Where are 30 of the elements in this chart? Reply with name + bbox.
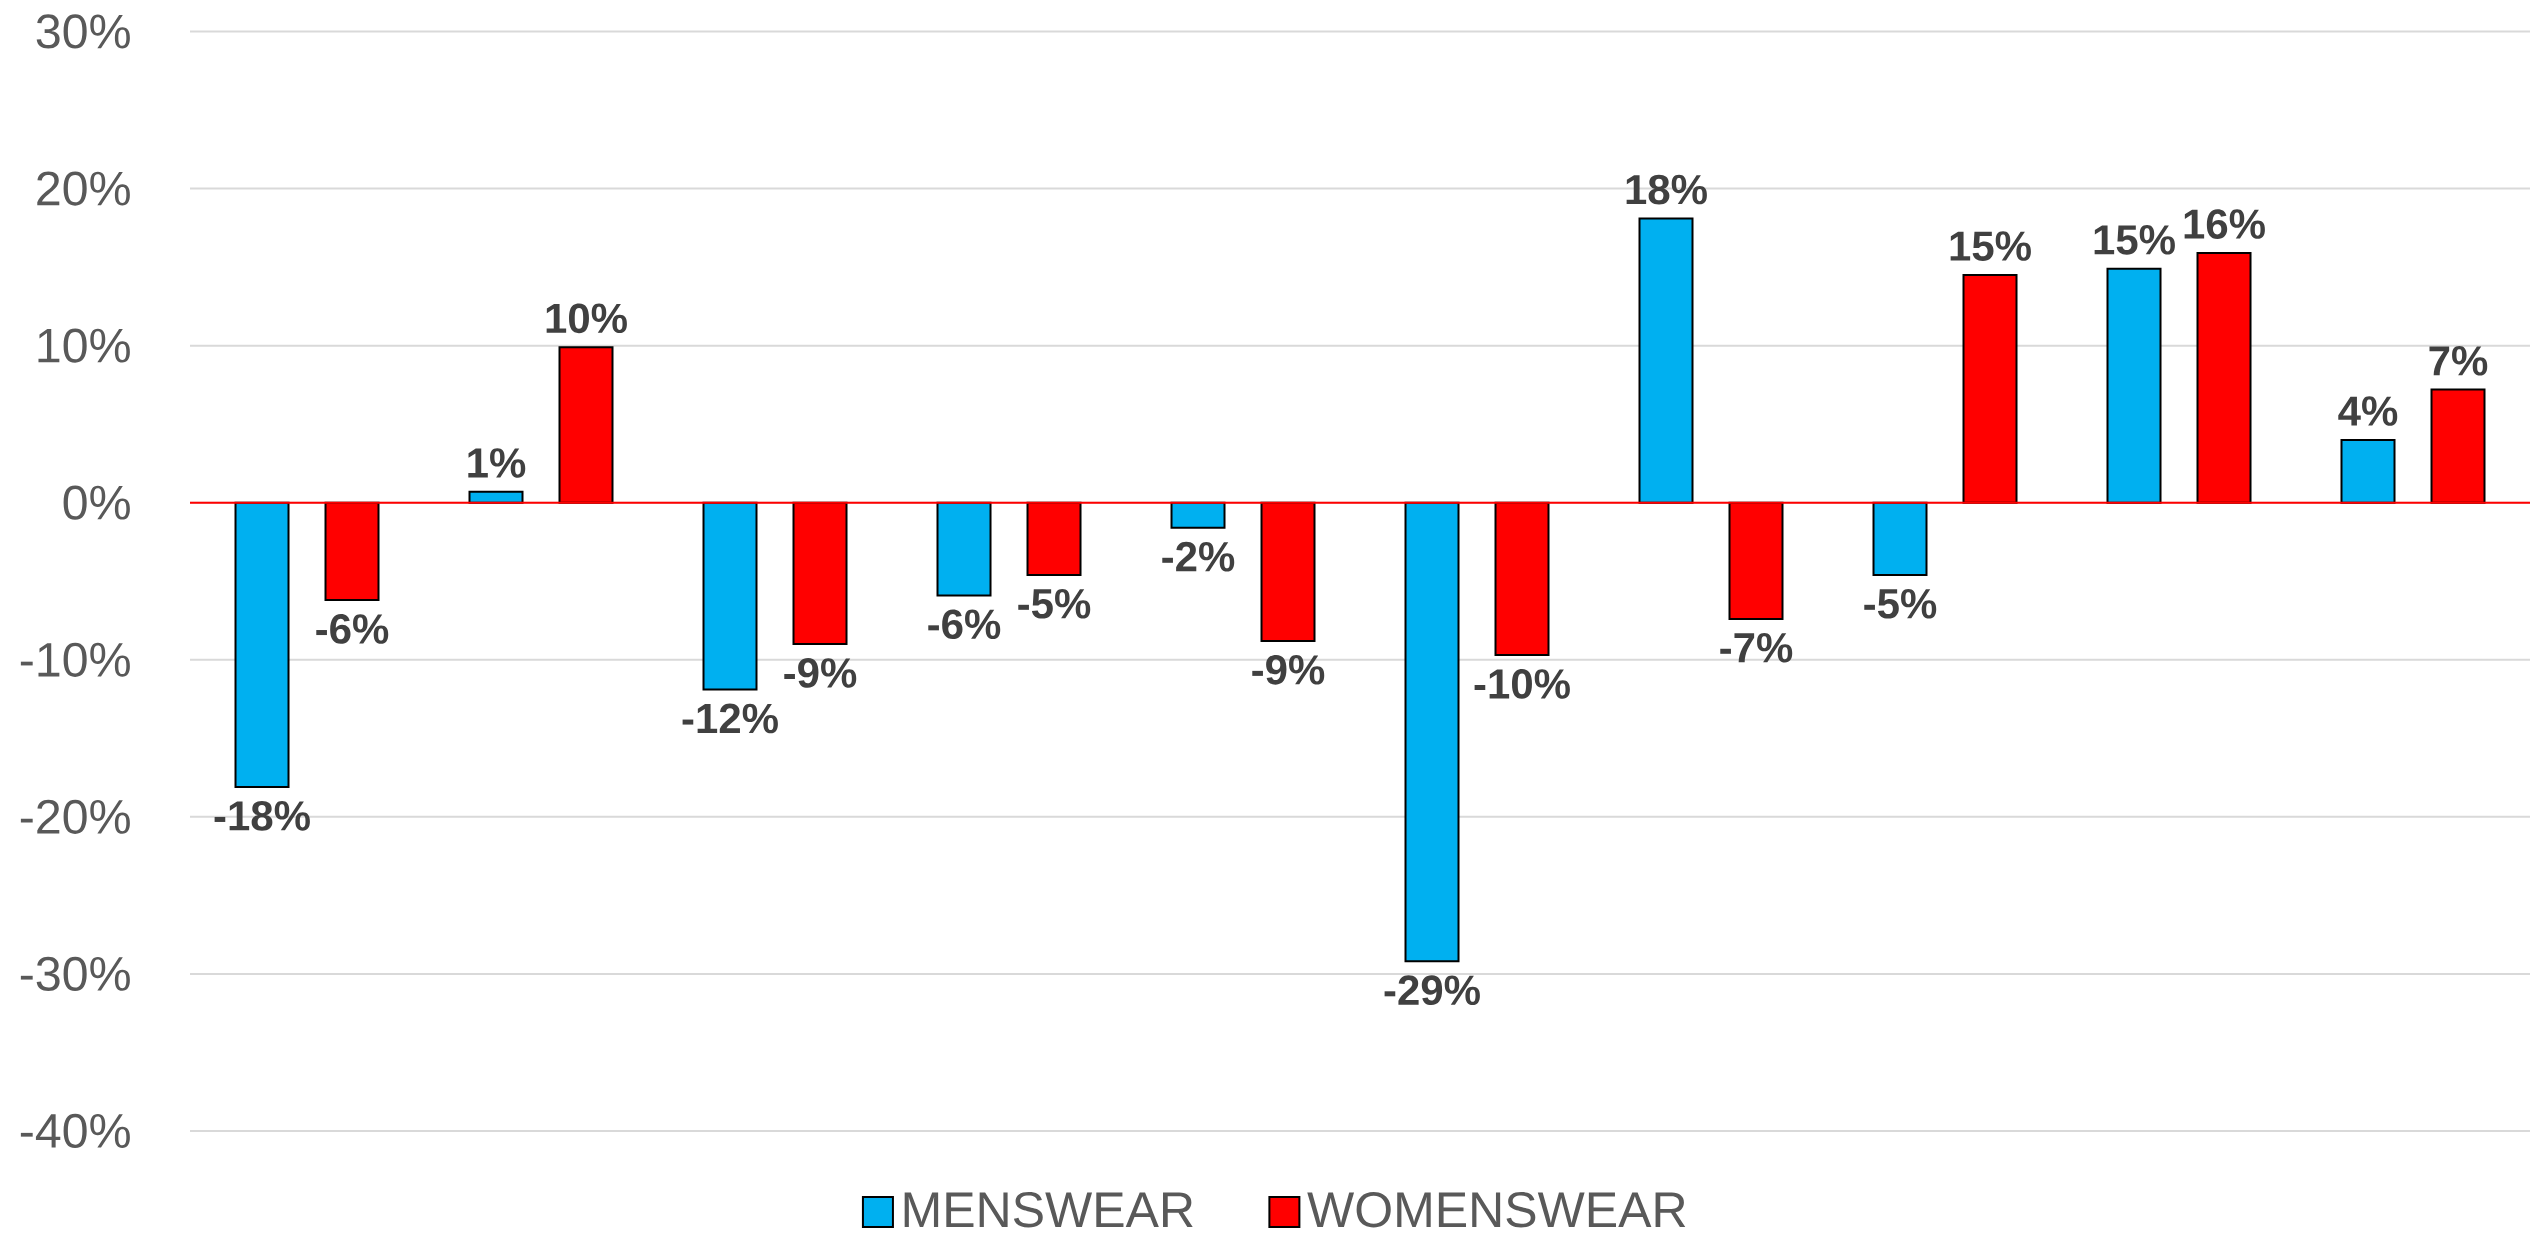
data-label: -10% — [1474, 669, 1570, 699]
data-label: 15% — [1950, 231, 2031, 261]
data-label: 7% — [2429, 346, 2488, 376]
y-tick-label: 10% — [38, 328, 130, 363]
y-tick-label: 0% — [63, 485, 130, 520]
y-tick-label: -40% — [20, 1113, 130, 1149]
data-label: -7% — [1720, 632, 1793, 663]
data-label: 18% — [1626, 174, 1707, 205]
y-tick-label: -20% — [20, 799, 130, 834]
y-tick-label: -30% — [20, 956, 130, 992]
data-label: 1% — [468, 448, 526, 478]
data-label: 4% — [2338, 396, 2398, 426]
data-label: -9% — [784, 658, 857, 688]
data-label: -9% — [1252, 654, 1325, 685]
legend-label: WOMENSWEAR — [1307, 1192, 1686, 1228]
data-label: 10% — [546, 303, 627, 334]
data-label: 16% — [2184, 209, 2265, 239]
data-label: -2% — [1162, 541, 1235, 572]
data-label: -6% — [316, 614, 389, 644]
data-label: -12% — [682, 703, 778, 734]
y-tick-label: 20% — [37, 171, 130, 206]
data-label: -5% — [1864, 588, 1937, 619]
data-label: -5% — [1018, 588, 1091, 619]
y-tick-label: 30% — [36, 14, 130, 49]
data-label: -18% — [214, 801, 310, 831]
data-label: 15% — [2094, 225, 2175, 255]
y-tick-label: -10% — [20, 642, 130, 677]
data-label: -6% — [928, 609, 1001, 640]
data-label: -29% — [1384, 975, 1480, 1006]
legend-label: MENSWEAR — [904, 1192, 1193, 1228]
